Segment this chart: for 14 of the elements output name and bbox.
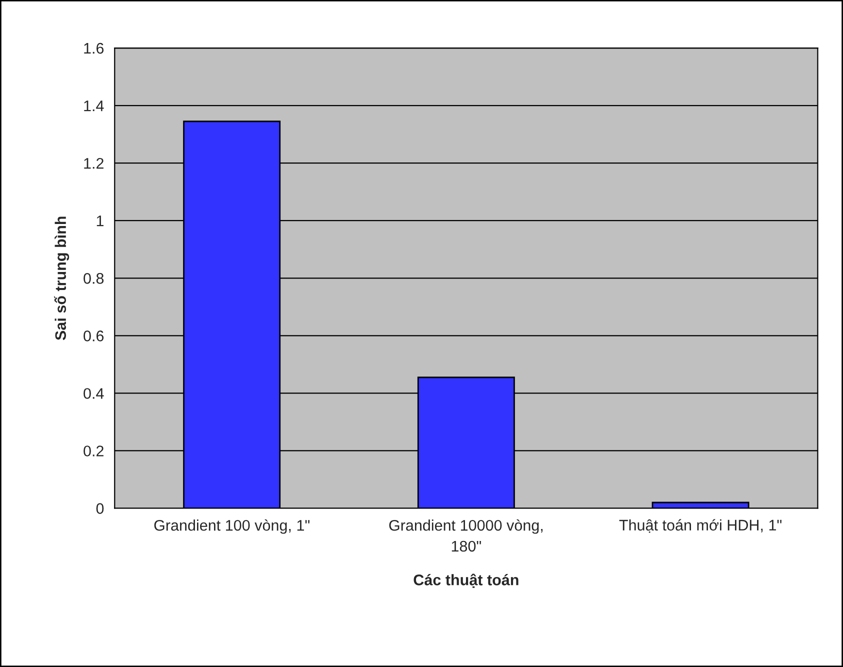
x-tick-label: Grandient 10000 vòng, 180"	[389, 519, 543, 552]
y-tick-label: 0.4	[84, 388, 104, 399]
y-tick-label: 1	[96, 216, 104, 226]
y-tick-label: 0.6	[84, 330, 104, 342]
y-axis-title: Sai số trung bình	[54, 216, 70, 340]
y-tick-label: 1.6	[84, 42, 104, 54]
y-tick-label: 0	[96, 503, 104, 514]
x-axis-title: Các thuật toán	[414, 574, 518, 588]
y-tick-label: 1.2	[84, 158, 104, 169]
y-tick-label: 0.2	[84, 446, 104, 456]
y-tick-label: 0.8	[84, 273, 104, 284]
x-tick-label: Grandient 100 vòng, 1"	[154, 519, 310, 534]
x-tick-label: Thuật toán mới HDH, 1"	[619, 519, 782, 533]
y-tick-label: 1.4	[84, 100, 104, 112]
